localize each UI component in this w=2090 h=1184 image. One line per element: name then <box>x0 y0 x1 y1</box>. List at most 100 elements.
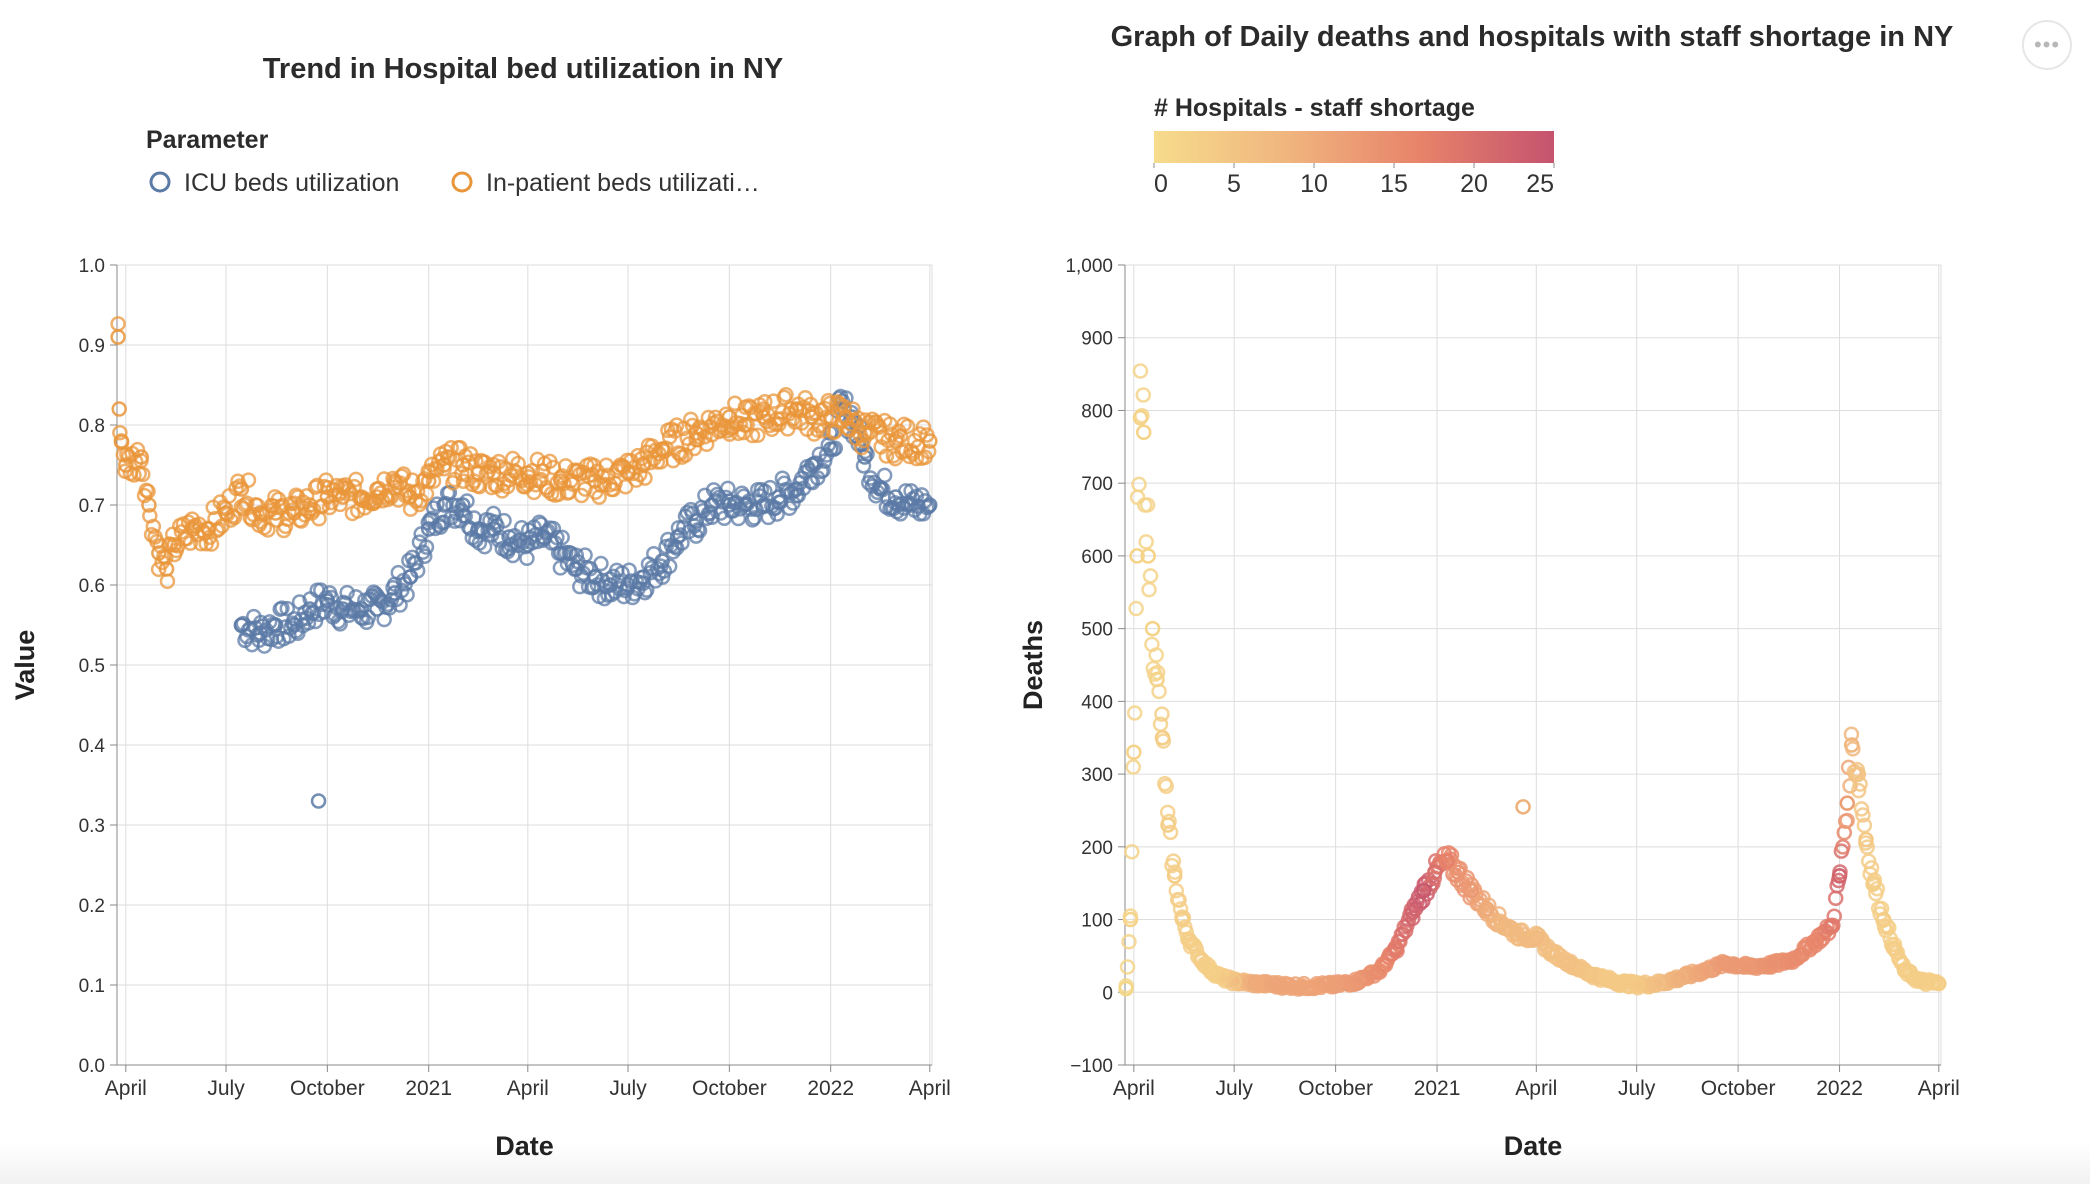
data-point <box>1843 726 1860 743</box>
data-point <box>226 509 243 526</box>
more-horizontal-icon: ••• <box>2033 32 2061 57</box>
data-point <box>441 449 458 466</box>
data-point <box>1824 919 1840 935</box>
data-point <box>1764 956 1781 973</box>
data-point <box>1831 868 1848 884</box>
data-point <box>1582 966 1599 982</box>
data-point <box>1478 900 1495 917</box>
data-point <box>614 565 630 581</box>
data-point <box>919 427 935 443</box>
data-point <box>762 479 778 496</box>
data-point <box>1149 671 1165 688</box>
y-tick-label: 900 <box>1081 329 1113 350</box>
data-point <box>672 527 688 543</box>
data-point <box>1135 387 1152 403</box>
data-point <box>1139 497 1156 513</box>
data-point <box>1132 409 1149 426</box>
data-point <box>1270 977 1287 993</box>
x-axis-title: Date <box>1504 1131 1563 1161</box>
bottom-divider <box>0 1142 2090 1184</box>
color-legend-label: 5 <box>1227 170 1241 198</box>
more-options-button[interactable]: ••• <box>2022 20 2072 70</box>
color-legend-bar <box>1154 131 1554 163</box>
data-point <box>549 529 565 546</box>
x-tick-label: April <box>1113 1077 1155 1100</box>
data-point <box>822 395 838 412</box>
data-point <box>360 609 377 626</box>
data-point <box>1718 955 1734 971</box>
data-point <box>639 582 655 598</box>
data-point <box>744 427 761 444</box>
data-point <box>1427 864 1443 881</box>
x-tick-label: July <box>1215 1077 1253 1100</box>
data-point <box>654 569 671 585</box>
data-point <box>307 613 324 630</box>
data-point <box>1124 843 1140 860</box>
data-point <box>920 498 937 515</box>
x-tick-label: April <box>1918 1077 1960 1100</box>
data-point <box>157 549 174 566</box>
data-point <box>392 597 408 613</box>
data-point <box>1807 933 1824 950</box>
data-point <box>1118 980 1134 997</box>
legend-title: Parameter <box>146 126 269 154</box>
data-point <box>1294 978 1311 995</box>
data-point <box>496 512 512 529</box>
data-point <box>409 562 426 579</box>
x-tick-label: 2022 <box>1816 1077 1863 1100</box>
data-point <box>735 424 752 441</box>
data-point <box>310 793 327 809</box>
data-point <box>118 457 134 473</box>
y-tick-label: 100 <box>1081 911 1113 932</box>
data-point <box>1858 831 1874 848</box>
data-point <box>1605 973 1622 990</box>
data-point <box>915 419 932 435</box>
data-point <box>899 418 916 435</box>
y-tick-label: 200 <box>1081 838 1113 859</box>
chart-marks <box>1118 363 1947 997</box>
data-point <box>443 440 459 456</box>
data-point <box>617 479 634 495</box>
data-point <box>593 555 609 572</box>
chart-2: April July October 2021 April July October 2022… <box>1018 256 1960 1161</box>
data-point <box>416 548 433 565</box>
data-point <box>730 425 747 442</box>
data-point <box>554 529 570 546</box>
data-point <box>1154 706 1170 722</box>
data-point <box>332 496 348 513</box>
data-point <box>1853 801 1870 817</box>
y-tick-label: 0 <box>1102 983 1113 1004</box>
data-point <box>691 522 708 539</box>
data-point <box>774 404 791 420</box>
y-tick-label: 0.6 <box>79 576 105 597</box>
data-point <box>110 316 126 332</box>
y-tick-label: 0.4 <box>79 736 106 757</box>
x-tick-label: October <box>692 1077 767 1100</box>
data-point <box>279 600 296 617</box>
data-point <box>1388 940 1405 957</box>
x-tick-label: October <box>1298 1077 1373 1100</box>
x-tick-label: October <box>1701 1077 1776 1100</box>
y-tick-label: 300 <box>1081 765 1113 786</box>
x-tick-label: 2021 <box>1414 1077 1461 1100</box>
data-point <box>718 406 734 423</box>
data-point <box>642 454 659 471</box>
data-point <box>159 573 176 589</box>
data-point <box>1129 548 1145 564</box>
data-point <box>1203 962 1219 979</box>
data-point <box>274 600 290 616</box>
y-tick-label: −100 <box>1070 1056 1113 1077</box>
data-point <box>260 522 276 538</box>
y-tick-label: 1,000 <box>1065 256 1113 277</box>
color-legend-label: 10 <box>1300 170 1328 198</box>
data-point <box>815 462 831 479</box>
data-point <box>413 526 429 542</box>
data-point <box>621 562 637 578</box>
color-legend-label: 15 <box>1380 170 1408 198</box>
data-point <box>1138 534 1154 550</box>
data-point <box>111 401 127 417</box>
legend-label: In-patient beds utilizati… <box>486 169 760 197</box>
x-tick-label: October <box>290 1077 365 1100</box>
data-point <box>1826 908 1843 924</box>
